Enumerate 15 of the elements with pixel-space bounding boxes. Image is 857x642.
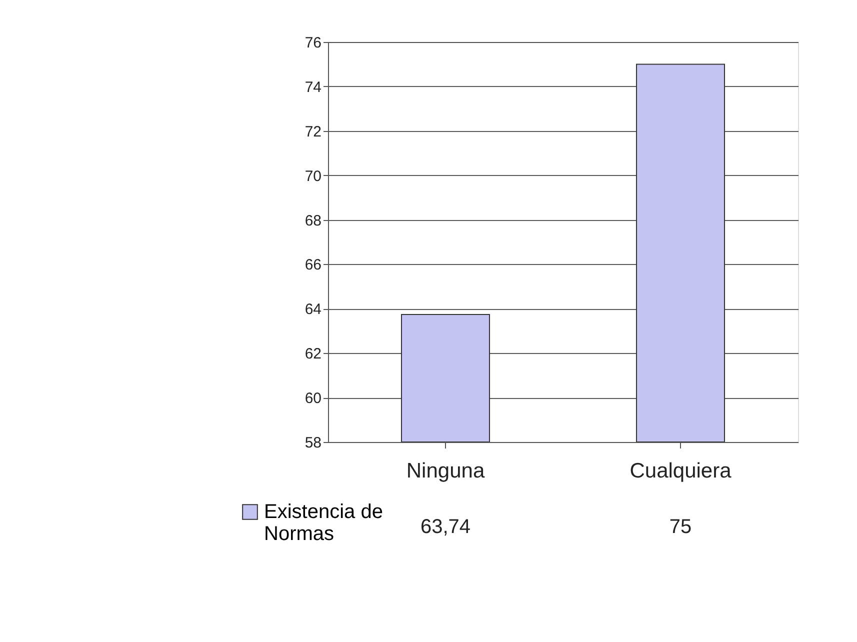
y-tick-label: 72 <box>304 123 322 140</box>
y-tick-label: 58 <box>304 434 322 452</box>
data-label: 63,74 <box>420 516 471 538</box>
y-tick-label: 70 <box>304 168 322 185</box>
legend-label: Existencia de Normas <box>264 501 383 545</box>
y-tick-label: 66 <box>304 256 322 274</box>
x-tick-label: Ninguna <box>406 460 485 482</box>
x-tick-label: Cualquiera <box>630 460 732 482</box>
y-tick-label: 62 <box>304 346 322 363</box>
y-tick-label: 64 <box>304 301 322 318</box>
data-label: 75 <box>669 516 692 538</box>
y-tick-label: 76 <box>304 34 322 52</box>
y-tick-label: 60 <box>304 390 322 408</box>
y-tick-label: 68 <box>304 212 322 230</box>
y-tick-label: 74 <box>304 78 322 96</box>
